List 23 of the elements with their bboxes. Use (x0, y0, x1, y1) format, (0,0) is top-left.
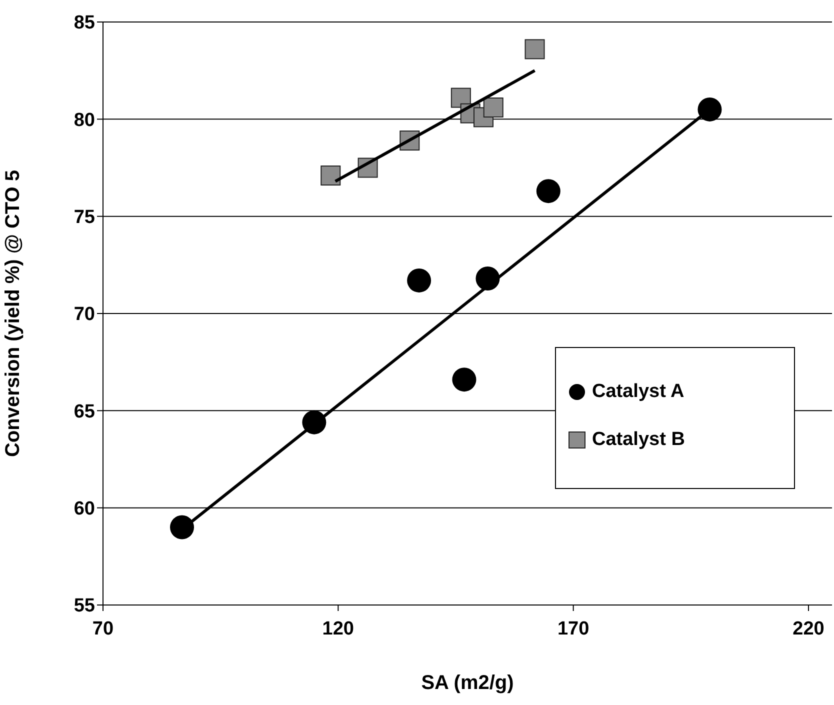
x-axis-title: SA (m2/g) (421, 672, 514, 694)
y-tick-label: 55 (74, 596, 96, 617)
point (524, 39, 545, 60)
x-tick-label: 220 (792, 618, 824, 640)
y-tick-label: 60 (74, 498, 95, 520)
point (483, 98, 504, 118)
point (452, 368, 476, 392)
legend-label: Catalyst A (592, 381, 684, 403)
y-tick-label: 85 (74, 12, 96, 34)
x-tick-label: 120 (322, 618, 354, 640)
y-axis-title: Conversion (yield %) @ CTO 5 (2, 170, 24, 457)
y-tick-label: 80 (74, 110, 95, 131)
y-tick-label: 70 (74, 304, 95, 326)
point (698, 97, 722, 122)
x-tick-label: 170 (557, 618, 590, 640)
x-tick-label: 70 (92, 618, 114, 640)
legend-label: Catalyst B (592, 429, 685, 451)
point (170, 515, 194, 540)
y-tick-label: 75 (74, 207, 96, 228)
point (536, 179, 560, 204)
point (320, 166, 341, 186)
point (407, 268, 432, 292)
y-tick-label: 65 (74, 401, 96, 422)
